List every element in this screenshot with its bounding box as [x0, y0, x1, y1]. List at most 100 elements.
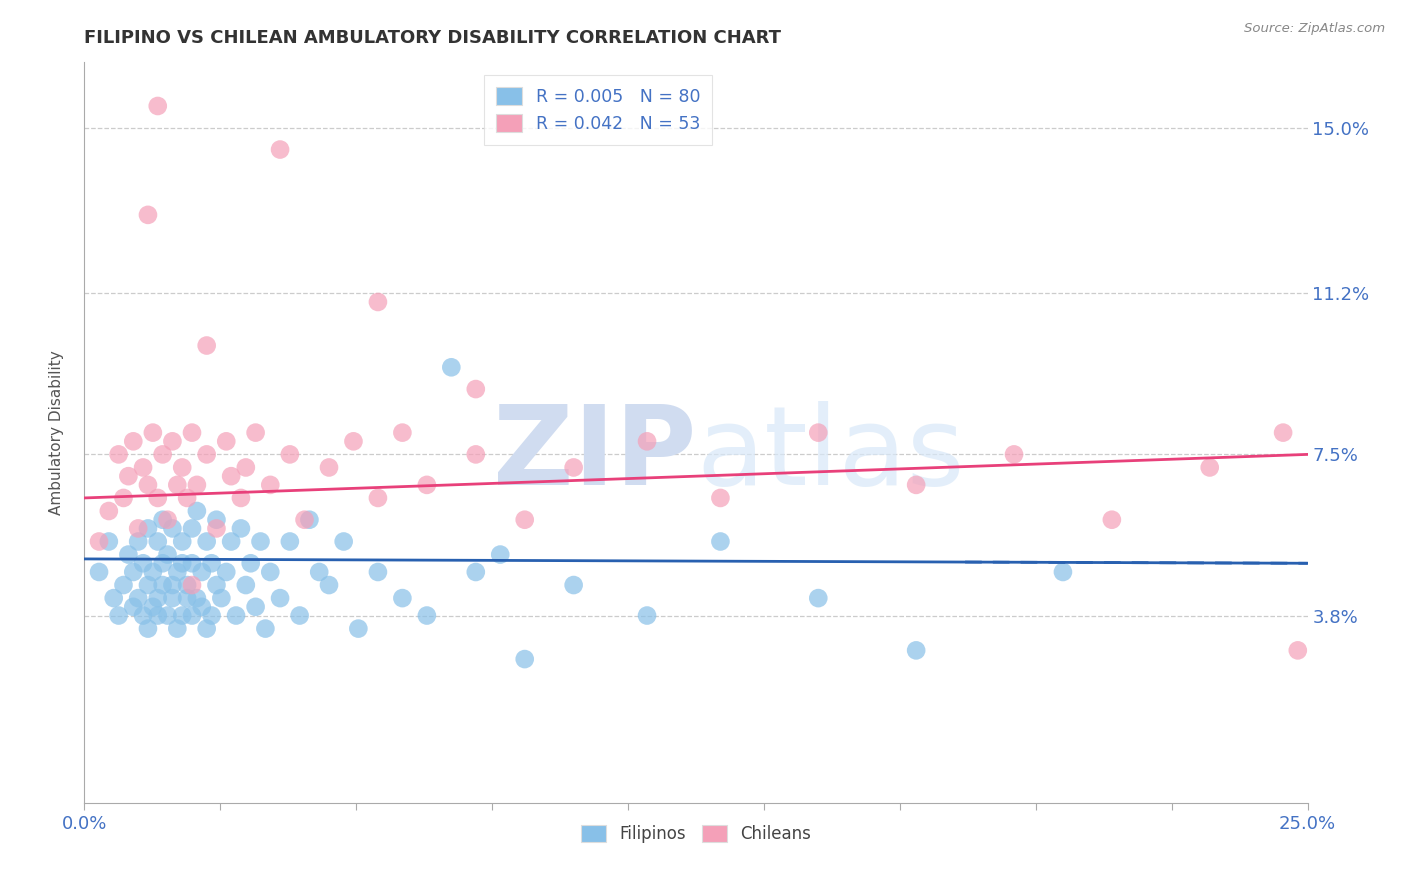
Point	[416, 608, 439, 623]
Point	[195, 447, 218, 461]
Point	[308, 565, 330, 579]
Point	[200, 608, 222, 623]
Point	[562, 460, 585, 475]
Point	[136, 578, 159, 592]
Point	[132, 556, 155, 570]
Point	[191, 599, 214, 614]
Point	[107, 447, 129, 461]
Point	[172, 608, 194, 623]
Point	[215, 565, 238, 579]
Point	[176, 591, 198, 606]
Point	[278, 534, 301, 549]
Point	[142, 425, 165, 440]
Point	[259, 565, 281, 579]
Point	[905, 643, 928, 657]
Point	[229, 521, 252, 535]
Point	[391, 425, 413, 440]
Point	[513, 652, 536, 666]
Point	[1272, 425, 1295, 440]
Point	[294, 513, 316, 527]
Point	[709, 491, 731, 505]
Point	[636, 608, 658, 623]
Point	[269, 591, 291, 606]
Point	[152, 578, 174, 592]
Point	[332, 534, 354, 549]
Point	[146, 491, 169, 505]
Point	[146, 591, 169, 606]
Point	[122, 565, 145, 579]
Point	[807, 591, 830, 606]
Point	[191, 565, 214, 579]
Point	[181, 425, 204, 440]
Point	[1101, 513, 1123, 527]
Point	[172, 534, 194, 549]
Point	[367, 565, 389, 579]
Point	[245, 425, 267, 440]
Text: ZIP: ZIP	[492, 401, 696, 508]
Point	[132, 608, 155, 623]
Point	[127, 534, 149, 549]
Text: atlas: atlas	[696, 401, 965, 508]
Point	[367, 295, 389, 310]
Point	[278, 447, 301, 461]
Point	[225, 608, 247, 623]
Point	[298, 513, 321, 527]
Point	[288, 608, 311, 623]
Point	[391, 591, 413, 606]
Point	[235, 460, 257, 475]
Point	[195, 534, 218, 549]
Point	[127, 591, 149, 606]
Point	[136, 622, 159, 636]
Point	[239, 556, 262, 570]
Point	[1286, 643, 1309, 657]
Point	[219, 469, 242, 483]
Point	[156, 608, 179, 623]
Point	[146, 608, 169, 623]
Point	[200, 556, 222, 570]
Text: FILIPINO VS CHILEAN AMBULATORY DISABILITY CORRELATION CHART: FILIPINO VS CHILEAN AMBULATORY DISABILIT…	[84, 29, 782, 47]
Point	[103, 591, 125, 606]
Point	[166, 478, 188, 492]
Point	[195, 338, 218, 352]
Point	[142, 599, 165, 614]
Point	[235, 578, 257, 592]
Point	[367, 491, 389, 505]
Point	[166, 622, 188, 636]
Point	[166, 565, 188, 579]
Point	[1198, 460, 1220, 475]
Point	[513, 513, 536, 527]
Point	[156, 513, 179, 527]
Point	[342, 434, 364, 449]
Point	[152, 513, 174, 527]
Point	[176, 491, 198, 505]
Point	[181, 556, 204, 570]
Point	[117, 469, 139, 483]
Point	[905, 478, 928, 492]
Point	[136, 521, 159, 535]
Point	[146, 534, 169, 549]
Point	[172, 556, 194, 570]
Point	[162, 591, 184, 606]
Point	[87, 534, 110, 549]
Point	[112, 578, 135, 592]
Point	[162, 578, 184, 592]
Point	[229, 491, 252, 505]
Point	[87, 565, 110, 579]
Point	[318, 460, 340, 475]
Point	[269, 143, 291, 157]
Point	[176, 578, 198, 592]
Point	[1002, 447, 1025, 461]
Point	[181, 521, 204, 535]
Y-axis label: Ambulatory Disability: Ambulatory Disability	[49, 351, 63, 515]
Point	[122, 434, 145, 449]
Point	[318, 578, 340, 592]
Point	[254, 622, 277, 636]
Point	[181, 578, 204, 592]
Point	[205, 578, 228, 592]
Point	[186, 504, 208, 518]
Point	[152, 447, 174, 461]
Point	[146, 99, 169, 113]
Point	[107, 608, 129, 623]
Point	[1052, 565, 1074, 579]
Point	[156, 548, 179, 562]
